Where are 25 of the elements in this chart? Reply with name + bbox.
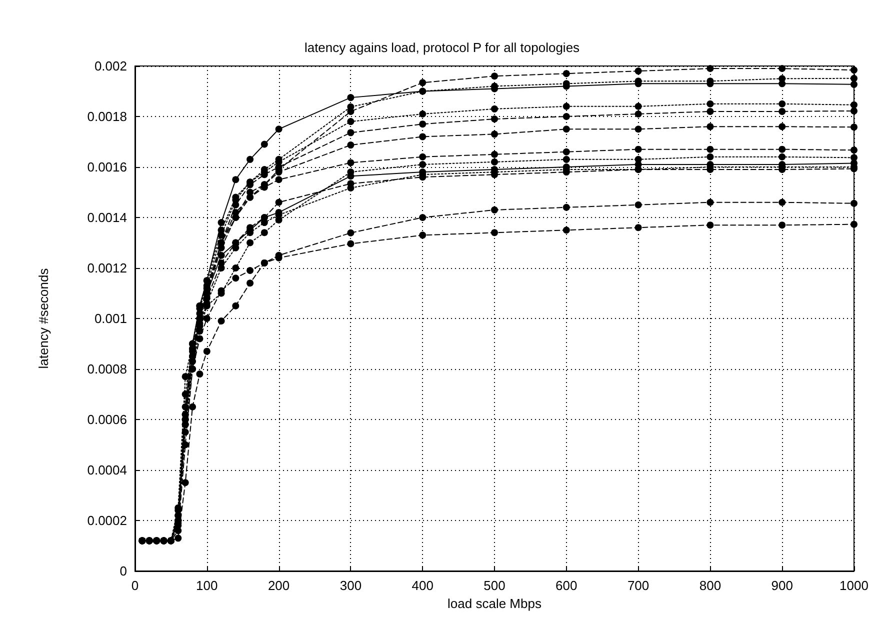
x-tick-label: 800 [699,578,722,593]
y-tick-label: 0.0018 [87,109,127,124]
x-tick-label: 700 [627,578,650,593]
y-tick-label: 0.0014 [87,210,127,225]
x-tick-label: 1000 [840,578,868,593]
x-tick-label: 100 [196,578,218,593]
y-axis-title: latency #seconds [36,268,51,369]
y-tick-label: 0 [120,564,127,578]
chart-title: latency agains load, protocol P for all topologies [304,40,580,55]
y-tick-label: 0.002 [94,58,127,74]
y-tick-label: 0.0016 [87,160,127,174]
y-tick-label: 0.0006 [87,412,127,427]
x-tick-label: 600 [556,578,578,593]
y-tick-label: 0.001 [94,311,127,326]
y-tick-label: 0.0004 [87,462,127,478]
x-tick-label: 400 [412,578,434,593]
y-tick-label: 0.0012 [87,260,127,276]
y-tick-label: 0.0008 [87,362,127,376]
x-tick-label: 0 [131,578,139,593]
x-tick-label: 200 [268,578,290,593]
x-tick-label: 500 [484,578,506,593]
x-axis-title: load scale Mbps [448,596,542,611]
x-tick-label: 300 [340,578,362,593]
y-tick-label: 0.0002 [87,513,127,528]
x-tick-label: 900 [771,578,793,593]
